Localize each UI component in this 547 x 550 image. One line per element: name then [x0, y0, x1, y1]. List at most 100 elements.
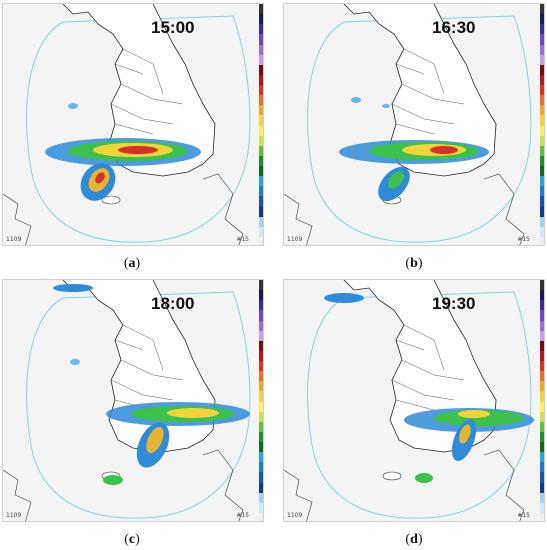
panel-time-label: 19:30: [432, 294, 476, 313]
scale-swatch: [540, 391, 544, 402]
scale-swatch: [259, 54, 263, 65]
scale-swatch: [259, 310, 263, 321]
scale-swatch: [540, 85, 544, 96]
province-borders: [110, 324, 184, 411]
scale-swatch: [259, 155, 263, 166]
radar-panel-d: 19:30 1109 #15: [283, 279, 545, 522]
scale-swatch: [259, 95, 263, 106]
scale-swatch: [540, 95, 544, 106]
scale-swatch: [259, 421, 263, 432]
scale-swatch: [540, 482, 544, 493]
scale-swatch: [540, 350, 544, 361]
scale-swatch: [259, 226, 263, 237]
corner-right-label: #15: [236, 236, 249, 243]
scale-swatch: [540, 166, 544, 177]
panel-time-label: 15:00: [151, 18, 195, 37]
panel-time-label: 18:00: [151, 294, 195, 313]
scale-swatch: [540, 502, 544, 513]
scale-swatch: [540, 196, 544, 207]
scale-swatch: [259, 411, 263, 422]
west-coastline: [3, 193, 32, 245]
scale-swatch: [540, 236, 544, 245]
scale-swatch: [259, 371, 263, 382]
scale-swatch: [540, 401, 544, 412]
corner-right-label: #15: [517, 512, 530, 519]
corner-left-label: 1109: [6, 512, 22, 519]
radar-map-b: [284, 4, 532, 245]
scale-swatch: [259, 512, 263, 521]
scale-swatch: [259, 472, 263, 483]
scale-swatch: [540, 442, 544, 453]
radar-panel-b: 16:30 1109 #15: [283, 3, 545, 246]
radar-range-ring: [307, 291, 532, 519]
scale-swatch: [540, 492, 544, 503]
corner-right-label: #15: [517, 236, 530, 243]
japan-coastline: [483, 173, 525, 245]
scale-swatch: [259, 431, 263, 442]
scale-swatch: [259, 300, 263, 311]
caption-a: (a): [123, 256, 141, 271]
scale-swatch: [259, 320, 263, 331]
japan-coastline: [202, 449, 244, 521]
scale-swatch: [259, 186, 263, 197]
scale-swatch: [540, 411, 544, 422]
japan-coastline: [202, 173, 244, 245]
scale-swatch: [540, 125, 544, 136]
scale-swatch: [540, 290, 544, 301]
scale-swatch: [259, 340, 263, 351]
scale-swatch: [259, 24, 263, 35]
scale-swatch: [540, 381, 544, 392]
scale-swatch: [259, 166, 263, 177]
corner-left-label: 1109: [6, 236, 22, 243]
scale-swatch: [540, 371, 544, 382]
caption-b: (b): [405, 256, 423, 271]
corner-left-label: 1109: [287, 236, 303, 243]
corner-right-label: #15: [236, 512, 249, 519]
scale-swatch: [259, 64, 263, 75]
scale-swatch: [259, 74, 263, 85]
scale-swatch: [540, 431, 544, 442]
scale-swatch: [540, 105, 544, 116]
scale-swatch: [540, 4, 544, 15]
west-coastline: [3, 469, 32, 521]
scale-swatch: [259, 145, 263, 156]
scale-swatch: [540, 145, 544, 156]
jeju-island: [382, 471, 402, 481]
precip-echo: [339, 97, 489, 202]
radar-panel-a: 15:00 1109 #15: [2, 3, 264, 246]
scale-swatch: [540, 226, 544, 237]
scale-swatch: [540, 280, 544, 291]
scale-swatch: [259, 206, 263, 217]
radar-panel-c: 18:00 1109 #15: [2, 279, 264, 522]
scale-swatch: [259, 290, 263, 301]
scale-swatch: [259, 280, 263, 291]
scale-swatch: [540, 14, 544, 25]
scale-swatch: [259, 105, 263, 116]
scale-swatch: [259, 176, 263, 187]
scale-swatch: [259, 502, 263, 513]
province-borders: [110, 48, 184, 135]
radar-range-ring: [26, 15, 251, 243]
west-coastline: [284, 469, 313, 521]
scale-swatch: [540, 176, 544, 187]
japan-coastline: [483, 449, 525, 521]
corner-left-label: 1109: [287, 512, 303, 519]
scale-swatch: [540, 115, 544, 126]
caption-c: (c): [124, 532, 140, 547]
precip-echo: [324, 293, 534, 483]
scale-swatch: [259, 34, 263, 45]
color-scale-bar: [534, 4, 544, 245]
scale-swatch: [540, 44, 544, 55]
scale-swatch: [259, 14, 263, 25]
province-borders: [391, 324, 465, 411]
scale-swatch: [259, 115, 263, 126]
scale-swatch: [259, 361, 263, 372]
scale-swatch: [540, 512, 544, 521]
scale-swatch: [259, 135, 263, 146]
peninsula-coastline: [62, 4, 216, 177]
radar-map-c: [3, 280, 251, 521]
scale-swatch: [540, 320, 544, 331]
province-borders: [391, 48, 465, 135]
color-scale-bar: [534, 280, 544, 521]
scale-swatch: [259, 44, 263, 55]
